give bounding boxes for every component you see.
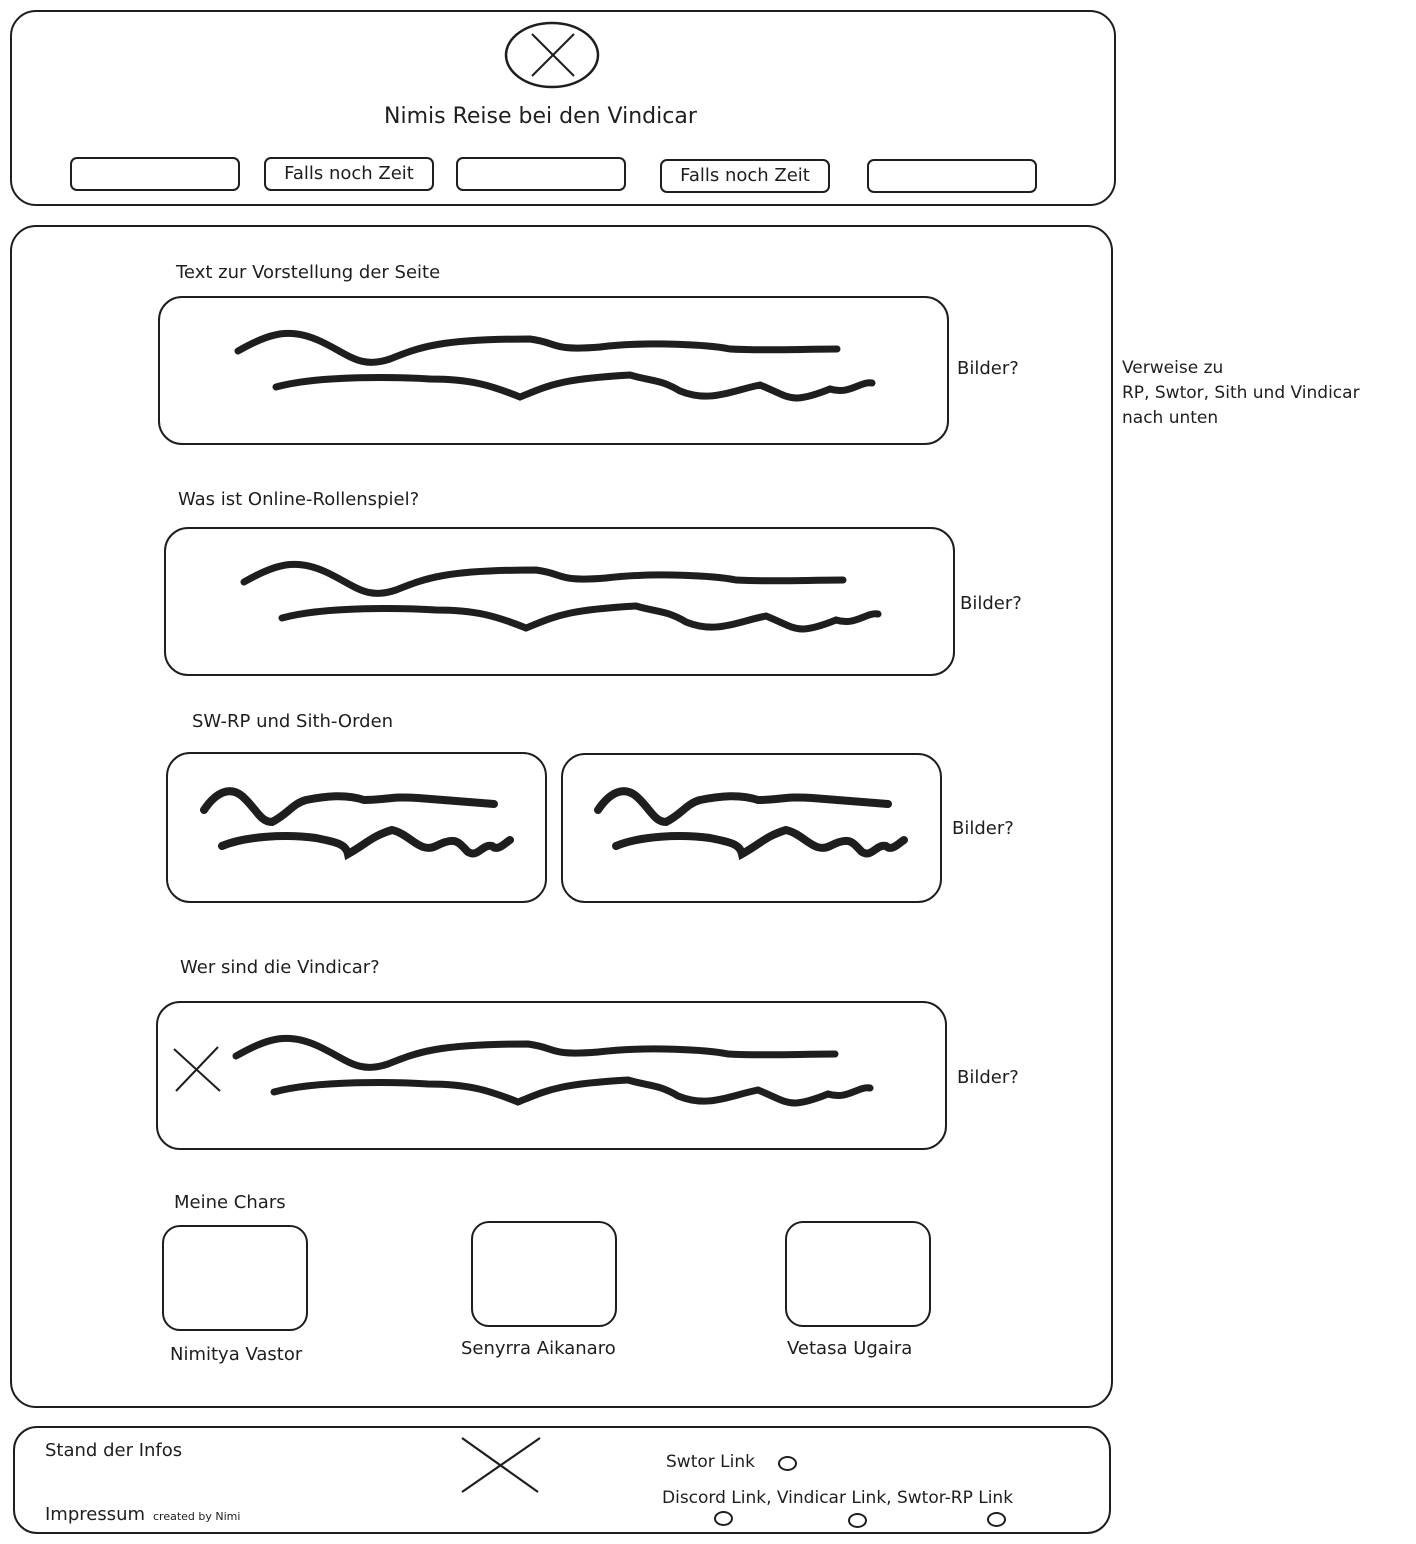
char-card-vetasa[interactable] bbox=[785, 1221, 931, 1327]
main-content bbox=[10, 225, 1113, 1408]
footer bbox=[13, 1426, 1111, 1534]
header bbox=[10, 10, 1116, 206]
side-note-line: Verweise zu bbox=[1122, 358, 1224, 378]
char-card-senyrra[interactable] bbox=[471, 1221, 617, 1327]
impressum-link[interactable]: Impressum bbox=[45, 1504, 146, 1525]
discord-link-radio[interactable] bbox=[714, 1511, 733, 1526]
text-placeholder-scribble bbox=[594, 787, 908, 861]
created-by: created by Nimi bbox=[153, 1510, 241, 1523]
section-title-intro: Text zur Vorstellung der Seite bbox=[176, 262, 441, 283]
nav-button-4[interactable]: Falls noch Zeit bbox=[660, 159, 830, 193]
section-title-online-rp: Was ist Online-Rollenspiel? bbox=[178, 489, 420, 510]
text-placeholder-scribble bbox=[240, 560, 882, 633]
swtor-link-radio[interactable] bbox=[778, 1456, 797, 1471]
footer-logo-icon bbox=[461, 1437, 541, 1493]
section-box-sw-rp-left bbox=[166, 752, 547, 903]
footer-links-label: Discord Link, Vindicar Link, Swtor-RP Li… bbox=[662, 1488, 1014, 1508]
section-box-vindicar bbox=[156, 1001, 947, 1150]
section-box-intro bbox=[158, 296, 949, 445]
swtor-link-label: Swtor Link bbox=[666, 1452, 755, 1472]
nav-button-5[interactable] bbox=[867, 159, 1037, 193]
text-placeholder-scribble bbox=[200, 787, 514, 861]
char-card-nimitya[interactable] bbox=[162, 1225, 308, 1331]
nav-button-2[interactable]: Falls noch Zeit bbox=[264, 157, 434, 191]
page-title: Nimis Reise bei den Vindicar bbox=[384, 104, 697, 129]
nav-button-1[interactable] bbox=[70, 157, 240, 191]
images-note-2: Bilder? bbox=[960, 593, 1022, 614]
images-note-1: Bilder? bbox=[957, 358, 1019, 379]
image-placeholder-icon bbox=[173, 1046, 221, 1092]
section-box-online-rp bbox=[164, 527, 955, 676]
side-note-line: nach unten bbox=[1122, 408, 1219, 428]
images-note-4: Bilder? bbox=[957, 1067, 1019, 1088]
side-note-line: RP, Swtor, Sith und Vindicar bbox=[1122, 383, 1360, 403]
section-title-vindicar: Wer sind die Vindicar? bbox=[180, 957, 380, 978]
close-icon[interactable] bbox=[502, 20, 602, 92]
text-placeholder-scribble bbox=[234, 329, 876, 402]
images-note-3: Bilder? bbox=[952, 818, 1014, 839]
swtor-rp-link-radio[interactable] bbox=[987, 1512, 1006, 1527]
nav-button-3[interactable] bbox=[456, 157, 626, 191]
chars-title: Meine Chars bbox=[174, 1192, 286, 1213]
char-name: Nimitya Vastor bbox=[170, 1344, 303, 1365]
footer-stand: Stand der Infos bbox=[45, 1440, 183, 1461]
section-title-sw-rp: SW-RP und Sith-Orden bbox=[192, 711, 394, 732]
char-name: Senyrra Aikanaro bbox=[461, 1338, 616, 1359]
char-name: Vetasa Ugaira bbox=[787, 1338, 913, 1359]
vindicar-link-radio[interactable] bbox=[848, 1513, 867, 1528]
text-placeholder-scribble bbox=[232, 1034, 874, 1107]
section-box-sw-rp-right bbox=[561, 753, 942, 903]
side-note: Verweise zu RP, Swtor, Sith und Vindicar… bbox=[1122, 356, 1360, 431]
